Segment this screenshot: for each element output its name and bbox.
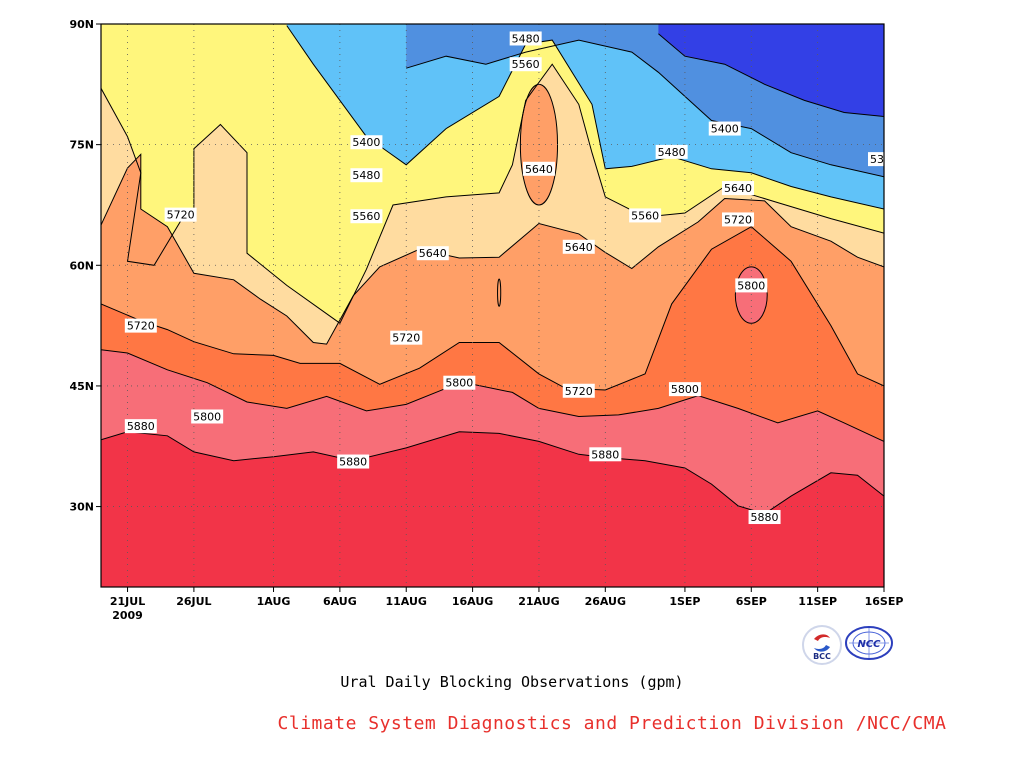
bcc-logo: BCC [801, 624, 843, 670]
contour-label-bg [708, 121, 741, 136]
contour-label: 5800 [671, 383, 699, 396]
contour-label: 5640 [419, 247, 447, 260]
x-tick-label: 11AUG [386, 595, 427, 608]
contour-label-bg [509, 31, 542, 46]
x-tick-sublabel: 2009 [112, 609, 143, 622]
contour-label-bg [668, 382, 701, 397]
contour-label: 5480 [352, 169, 380, 182]
x-tick-label: 16AUG [452, 595, 493, 608]
contour-label: 5720 [127, 320, 155, 333]
bcc-logo-text: BCC [813, 652, 831, 661]
contour-label-bg [164, 207, 197, 222]
contour-label: 5720 [724, 213, 752, 226]
contour-label-bg [629, 208, 662, 223]
contour-label: 5720 [392, 332, 420, 345]
x-tick-label: 26JUL [176, 595, 211, 608]
contour-label: 5560 [512, 58, 540, 71]
x-tick-label: 16SEP [865, 595, 904, 608]
y-tick-label: 30N [69, 501, 94, 514]
contour-label: 5560 [352, 210, 380, 223]
contour-label-bg [589, 447, 622, 462]
contour-line-5880 [101, 431, 884, 515]
contour-label-bg [735, 278, 768, 293]
contour-label: 5640 [724, 182, 752, 195]
contour-line-5400 [406, 39, 884, 178]
plot-area: 5880 5800 5720 5720 5880 5400 5480 5560 5640 5720… [101, 24, 898, 587]
credit-line: Climate System Diagnostics and Predictio… [277, 713, 947, 734]
contour-label-bg [124, 318, 157, 333]
contour-label-bg [655, 144, 688, 159]
contour-label-bg [124, 419, 157, 434]
x-tick-label: 1AUG [257, 595, 291, 608]
contour-label-bg [522, 161, 555, 176]
contour-label: 5880 [591, 448, 619, 461]
x-tick-label: 6AUG [323, 595, 357, 608]
contour-label: 5880 [751, 511, 779, 524]
contour-labels: 5880 5800 5720 5720 5880 5400 5480 5560 5640 5720… [124, 31, 898, 525]
contour-label: 5800 [737, 279, 765, 292]
x-tick-label: 26AUG [585, 595, 626, 608]
contour-label-bg [416, 246, 449, 261]
contour-label-bg [337, 454, 370, 469]
contour-label: 5400 [352, 136, 380, 149]
chart-title: Ural Daily Blocking Observations (gpm) [340, 673, 684, 691]
y-tick-label: 75N [69, 139, 94, 152]
contour-line-5480 [286, 25, 884, 210]
contour-label: 5640 [565, 241, 593, 254]
contour-label: 5880 [127, 420, 155, 433]
contour-label: 5720 [167, 209, 195, 222]
contour-label: 5480 [512, 32, 540, 45]
x-tick-label: 11SEP [798, 595, 837, 608]
y-tick-label: 45N [69, 380, 94, 393]
contour-label: 5880 [339, 456, 367, 469]
contour-label-bg [509, 57, 542, 72]
contour-label: 5720 [565, 385, 593, 398]
contour-line-5720 [101, 226, 884, 391]
contour-label-bg [443, 375, 476, 390]
contour-label: 5400 [711, 123, 739, 136]
contour-label: 5640 [525, 163, 553, 176]
contour-label-bg [562, 383, 595, 398]
contour-label: 5560 [631, 209, 659, 222]
contour-label: 5800 [445, 377, 473, 390]
x-tick-label: 21AUG [518, 595, 559, 608]
contour-label: 5320 [870, 153, 898, 166]
contour-label-bg [350, 168, 383, 183]
closed-contour-5640 [497, 278, 502, 307]
ncc-logo: NCC [844, 624, 894, 666]
y-tick-label: 60N [69, 259, 94, 272]
contour-label-bg [350, 135, 383, 150]
contour-label-bg [562, 239, 595, 254]
x-tick-label: 1SEP [669, 595, 700, 608]
y-tick-label: 90N [69, 18, 94, 31]
closed-contour-5800 [734, 266, 768, 324]
contour-label-bg [868, 152, 884, 167]
contour-label-bg [722, 181, 755, 196]
contour-label-bg [191, 409, 224, 424]
x-tick-label: 6SEP [736, 595, 767, 608]
contour-label-bg [748, 510, 781, 525]
contour-line-5320 [658, 33, 884, 117]
contour-label-bg [350, 209, 383, 224]
plot-frame [100, 23, 885, 588]
contour-label: 5800 [193, 410, 221, 423]
contour-label-bg [390, 330, 423, 345]
x-tick-label: 21JUL [110, 595, 145, 608]
contour-line-5800 [101, 349, 884, 442]
contour-label: 5480 [658, 146, 686, 159]
ncc-logo-text: NCC [857, 639, 881, 650]
contour-label-bg [722, 212, 755, 227]
